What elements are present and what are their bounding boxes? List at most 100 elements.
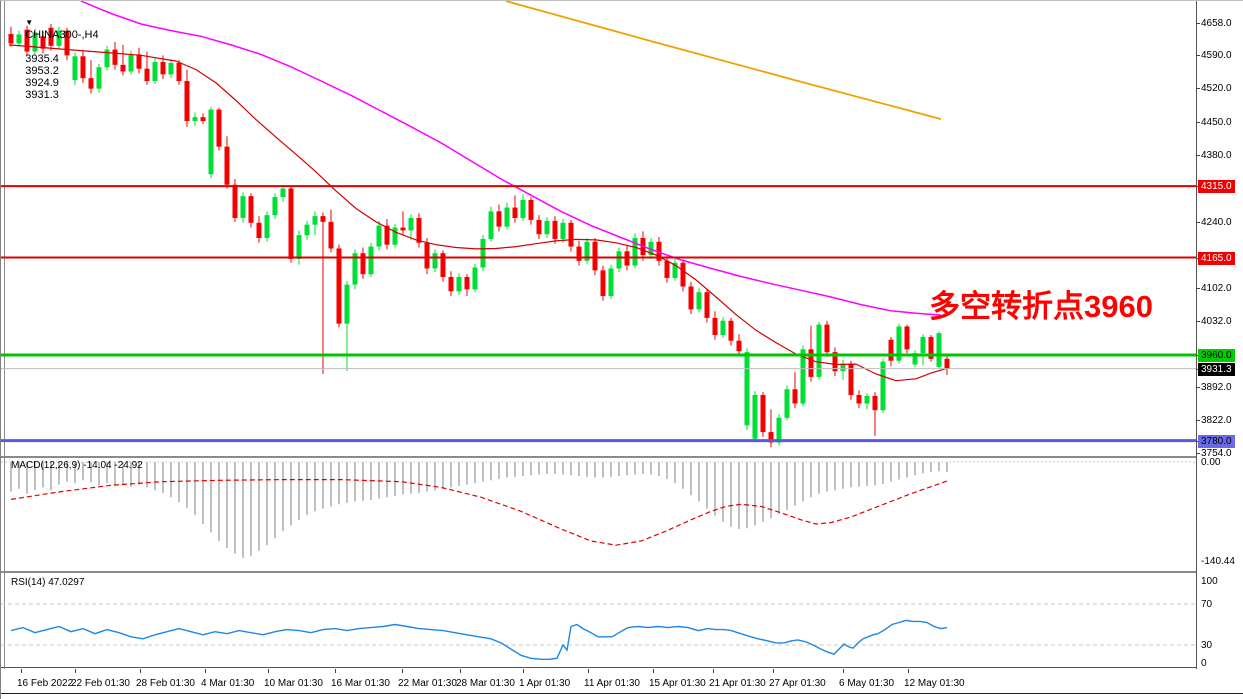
candle-body [72,56,78,81]
candle-body [424,242,430,269]
price-axis-label: 4240.0 [1201,217,1232,228]
candle-body [168,62,174,75]
time-axis-tick [21,669,22,673]
macd-label: MACD(12,26,9) -14.04 -24.92 [11,460,143,471]
symbol-name: CHINA300-,H4 [25,29,102,41]
candle-body [112,49,118,65]
candle-body [712,317,718,336]
candle-body [32,32,38,52]
time-axis-tick [908,669,909,673]
price-axis-tick [1196,321,1200,322]
time-axis-tick [588,669,589,673]
time-axis-tick [713,669,714,673]
price-axis-tick [1196,155,1200,156]
price-axis-line [1196,1,1197,669]
ohlc-close: 3931.3 [25,89,62,101]
candle-body [272,197,278,216]
price-level-badge: 4315.0 [1198,180,1235,193]
ma-slow-orange [505,1,942,120]
main-chart-canvas[interactable] [1,1,1196,456]
time-axis-separator [1,667,1196,668]
candle-body [784,389,790,418]
candle-body [24,29,30,52]
candle-body [144,68,150,82]
price-axis-tick [1196,122,1200,123]
annotation-text: 多空转折点3960 [929,289,1153,324]
candle-body [848,363,854,395]
indicator-axis-label: 30 [1201,640,1213,651]
candle-body [296,235,302,259]
candle-body [288,188,294,259]
candle-body [512,207,518,219]
candle-body [720,320,726,336]
candle-body [688,286,694,310]
candle-body [304,224,310,236]
price-axis-label: 4520.0 [1201,83,1232,94]
candle-body [384,225,390,245]
candle-body [664,260,670,278]
time-axis-label: 22 Feb 01:30 [71,678,130,689]
candle-body [656,241,662,261]
candle-body [944,358,950,369]
candle-body [312,216,318,225]
candle-body [160,62,166,75]
candle-body [544,220,550,235]
time-axis-label: 11 Apr 01:30 [584,678,640,689]
price-axis-tick [1196,222,1200,223]
candle-body [792,389,798,404]
candle-body [872,395,878,411]
candle-body [264,215,270,238]
indicator-axis-label: 0 [1201,658,1207,669]
price-level-badge: 3960.0 [1198,349,1235,362]
candle-body [456,277,462,292]
candle-body [128,54,134,72]
rsi-panel-canvas[interactable] [1,573,1196,668]
candle-body [592,241,598,271]
candle-body [80,56,86,79]
candle-body [568,222,574,247]
candle-body [616,251,622,269]
candle-body [928,336,934,359]
price-axis-label: 4590.0 [1201,50,1232,61]
candle-body [648,241,654,256]
candle-body [536,219,542,235]
macd-rsi-separator[interactable] [1,571,1196,573]
macd-panel-canvas[interactable] [1,456,1196,573]
price-level-badge: 3931.3 [1198,363,1235,376]
candle-body [16,34,22,44]
symbol-dropdown-icon[interactable]: ▼ [25,18,36,27]
candle-body [936,333,942,367]
candle-body [200,117,206,121]
ohlc-open: 3935.4 [25,53,62,65]
candle-body [336,248,342,324]
indicator-axis-label: 70 [1201,599,1213,610]
candle-body [888,339,894,361]
price-axis-label: 4658.0 [1201,18,1232,29]
price-axis-label: 3892.0 [1201,382,1232,393]
ohlc-low: 3924.9 [25,77,62,89]
candle-body [896,326,902,361]
price-axis-tick [1196,420,1200,421]
candle-body [352,253,358,285]
candle-body [472,267,478,290]
candle-body [808,349,814,377]
time-axis-label: 21 Apr 01:30 [709,678,766,689]
candle-body [736,340,742,352]
candle-body [696,292,702,310]
time-axis-tick [205,669,206,673]
time-axis-label: 6 May 01:30 [839,678,895,689]
candle-body [320,216,326,222]
candle-body [480,238,486,268]
candle-body [448,277,454,292]
candle-body [376,225,382,247]
main-macd-separator[interactable] [1,456,1196,458]
candle-body [64,30,70,56]
time-axis-label: 22 Mar 01:30 [398,678,457,689]
indicator-axis-label: -140.44 [1201,556,1235,567]
candle-body [48,27,54,46]
candle-body [368,246,374,275]
time-axis-label: 16 Feb 2022 [17,678,74,689]
time-axis-tick [402,669,403,673]
indicator-axis-label: 100 [1201,576,1218,587]
